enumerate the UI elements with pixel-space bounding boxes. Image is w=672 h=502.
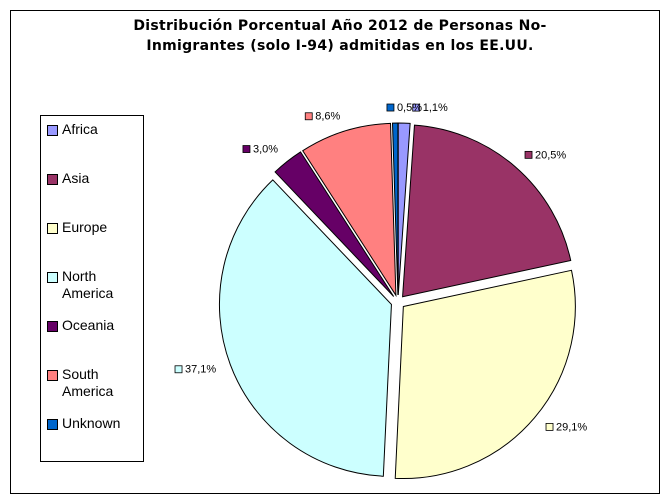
data-label-swatch <box>545 423 554 431</box>
pie-slice <box>391 122 399 296</box>
data-label-text: 3,0% <box>253 143 278 155</box>
legend-swatch <box>47 272 58 283</box>
legend-label: Africa <box>62 121 98 137</box>
legend-label: South America <box>62 366 114 399</box>
data-label: 29,1% <box>545 421 587 433</box>
data-label: 8,6% <box>304 111 341 123</box>
data-label: 37,1% <box>174 364 216 376</box>
pie-slice <box>402 124 572 298</box>
legend: Africa Asia Europe North America Oceania Sout… <box>40 115 144 462</box>
legend-label: Oceania <box>62 317 115 333</box>
pie-slice <box>274 151 395 297</box>
pie-slice <box>394 269 576 480</box>
legend-swatch <box>47 321 58 332</box>
data-label-swatch <box>304 112 313 121</box>
legend-label: Europe <box>62 219 108 235</box>
data-label-text: 8,6% <box>315 111 340 123</box>
data-label-text: 0,5% <box>397 102 422 114</box>
legend-swatch <box>47 125 58 136</box>
legend-item: Oceania <box>47 317 143 366</box>
data-label-text: 37,1% <box>185 364 216 376</box>
legend-item: Europe <box>47 219 143 268</box>
legend-item: Unknown <box>47 415 143 464</box>
legend-swatch <box>47 174 58 185</box>
data-label-text: 29,1% <box>556 421 587 433</box>
data-label-swatch <box>242 145 251 153</box>
data-label: 3,0% <box>242 143 278 155</box>
legend-swatch <box>47 419 58 430</box>
data-label: 0,5% <box>386 102 422 114</box>
data-label-text: 20,5% <box>535 149 566 161</box>
data-label: 1,1% <box>412 102 448 114</box>
pie-slice <box>302 122 397 298</box>
legend-item: Africa <box>47 121 143 170</box>
pie-slice <box>218 179 392 477</box>
legend-swatch <box>47 370 58 381</box>
data-label-swatch <box>524 150 533 159</box>
data-label-text: 1,1% <box>423 102 448 114</box>
legend-swatch <box>47 223 58 234</box>
chart-title: Distribución Porcentual Año 2012 de Pers… <box>133 18 547 54</box>
legend-label: North America <box>62 268 114 301</box>
legend-item: North America <box>47 268 143 317</box>
legend-label: Unknown <box>62 415 121 431</box>
data-label-swatch <box>174 365 183 374</box>
chart-frame <box>10 10 660 494</box>
data-label-swatch <box>386 103 395 112</box>
data-label-swatch <box>412 103 421 112</box>
data-label: 20,5% <box>524 149 566 161</box>
legend-item: South America <box>47 366 143 415</box>
legend-item: Asia <box>47 170 143 219</box>
legend-label: Asia <box>62 170 90 186</box>
